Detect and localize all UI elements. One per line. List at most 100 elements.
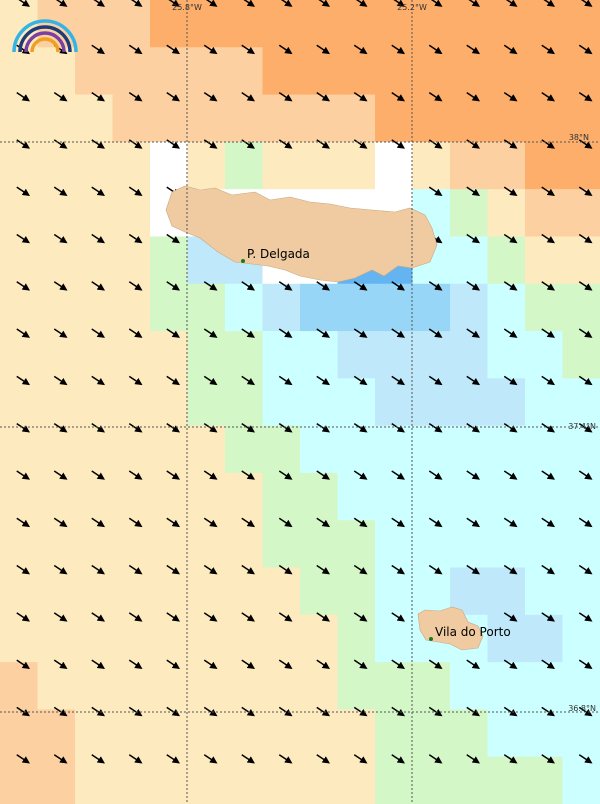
grid-cell: [525, 614, 563, 663]
grid-cell: [562, 425, 600, 474]
grid-cell: [337, 472, 376, 521]
wind-arrow: [203, 754, 218, 764]
grid-cell: [562, 567, 600, 616]
grid-cell: [487, 189, 526, 237]
grid-cell: [450, 520, 488, 569]
grid-cell: [75, 662, 113, 710]
wind-arrow: [16, 233, 30, 244]
grid-cell: [187, 472, 226, 521]
grid-cell: [375, 141, 413, 190]
wind-arrow: [541, 233, 555, 244]
grid-cell: [487, 614, 526, 663]
wind-arrow: [466, 470, 480, 480]
wind-arrow: [428, 517, 443, 528]
grid-cell: [412, 378, 451, 427]
grid-cell: [300, 756, 338, 804]
wind-arrow: [466, 754, 480, 764]
wind-arrow: [53, 375, 68, 386]
grid-cell: [225, 520, 263, 569]
wind-arrow: [203, 328, 218, 338]
wind-arrow: [578, 328, 593, 338]
grid-cell: [37, 94, 76, 143]
wind-arrow: [541, 375, 555, 386]
wind-arrow: [353, 375, 368, 386]
wind-arrow: [503, 44, 518, 55]
wind-arrow: [53, 564, 68, 575]
wind-arrow: [166, 423, 180, 433]
grid-cell: [37, 709, 76, 758]
wind-arrow: [316, 754, 330, 764]
grid-cell: [37, 331, 76, 379]
grid-cell: [150, 756, 188, 804]
wind-arrow: [466, 564, 480, 575]
grid-cell: [75, 520, 113, 569]
grid-cell: [0, 756, 38, 804]
wind-arrow: [241, 44, 255, 55]
wind-arrow: [543, 0, 555, 7]
grid-cell: [337, 567, 376, 616]
wind-arrow: [541, 517, 555, 528]
wind-arrow: [578, 517, 593, 528]
grid-cell: [150, 0, 188, 48]
wind-arrow: [503, 139, 518, 149]
grid-cell: [450, 331, 488, 379]
grid-cell: [487, 141, 526, 190]
grid-cell: [75, 567, 113, 616]
grid-cell: [150, 378, 188, 427]
grid-cell: [562, 236, 600, 285]
grid-cell: [112, 141, 151, 190]
grid-cell: [112, 709, 151, 758]
grid-cell: [412, 283, 451, 332]
sao-miguel-island: [165, 185, 438, 283]
grid-cell: [337, 709, 376, 758]
grid-cell: [487, 94, 526, 143]
wind-arrow: [278, 91, 293, 102]
wind-arrow: [541, 423, 555, 433]
wind-arrow: [278, 328, 293, 338]
grid-cell: [150, 662, 188, 710]
place-label: P. Delgada: [247, 247, 310, 261]
wind-arrow: [428, 706, 443, 717]
wind-arrow: [53, 659, 68, 669]
wind-arrow: [91, 517, 105, 528]
grid-cell: [187, 614, 226, 663]
wind-arrow: [391, 139, 405, 149]
grid-cell: [412, 331, 451, 379]
wind-arrow: [241, 375, 255, 386]
grid-cell: [300, 47, 338, 96]
grid-cell: [300, 472, 338, 521]
grid-cell: [562, 709, 600, 758]
grid-cell: [75, 331, 113, 379]
grid-cell: [412, 709, 451, 758]
wind-arrow: [203, 706, 218, 717]
grid-cell: [225, 0, 263, 48]
wind-arrow: [278, 754, 293, 764]
grid-cell: [487, 662, 526, 710]
grid-cell: [412, 141, 451, 190]
wind-arrow: [391, 564, 405, 575]
grid-cell: [375, 47, 413, 96]
grid-cell: [150, 94, 188, 143]
wind-arrow: [241, 517, 255, 528]
wind-arrow: [503, 91, 518, 102]
wind-arrow: [503, 423, 518, 433]
wind-arrow: [578, 139, 593, 149]
wind-arrow: [278, 612, 293, 622]
wind-arrow: [391, 659, 405, 669]
grid-cell: [412, 0, 451, 48]
grid-cell: [187, 141, 226, 190]
wind-arrow: [466, 186, 480, 197]
wind-arrow: [353, 91, 368, 102]
grid-cell: [150, 614, 188, 663]
grid-cell: [525, 425, 563, 474]
wind-arrow: [166, 139, 180, 149]
wind-arrow: [203, 423, 218, 433]
grid-cell: [0, 614, 38, 663]
grid-cell: [300, 0, 338, 48]
wind-arrow: [316, 659, 330, 669]
wind-arrow: [391, 423, 405, 433]
wind-arrow: [428, 423, 443, 433]
grid-cell: [225, 614, 263, 663]
wind-arrow: [316, 44, 330, 55]
